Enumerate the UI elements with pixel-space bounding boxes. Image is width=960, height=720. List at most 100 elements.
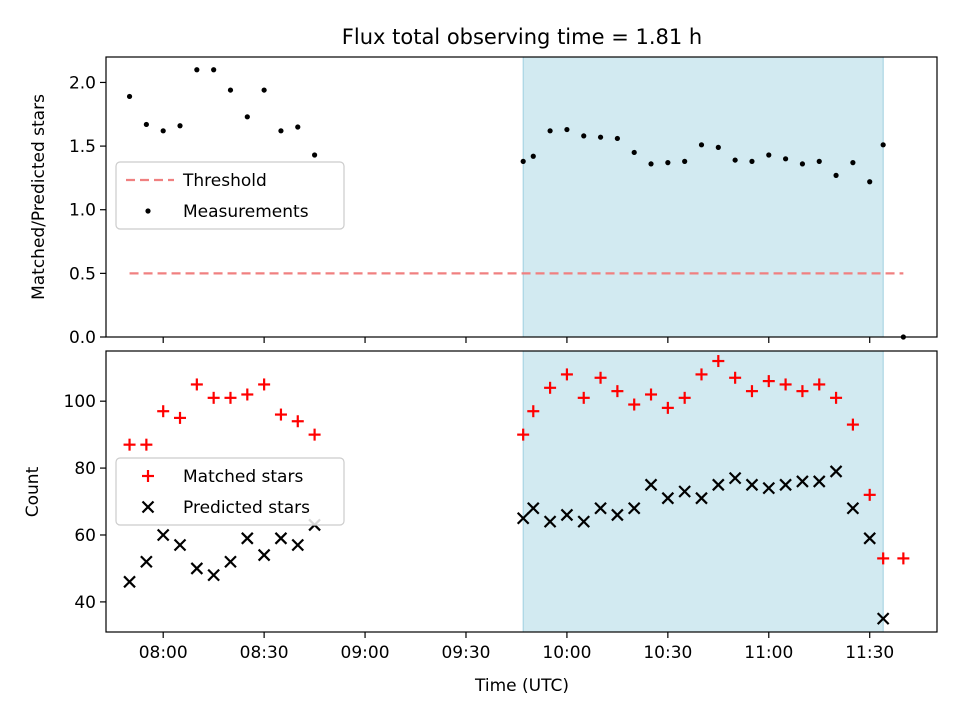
cross-stroke-b	[627, 501, 641, 515]
measurement-point	[766, 152, 772, 158]
matched-star-point	[517, 428, 530, 441]
bottom-x-tick-label: 10:00	[542, 643, 591, 663]
predicted-star-point	[207, 568, 220, 582]
predicted-star-point	[779, 478, 792, 492]
cross-stroke-b	[779, 478, 792, 492]
cross-stroke-b	[712, 478, 725, 492]
matched-star-point	[577, 391, 590, 404]
bottom-y-tick-label: 60	[74, 526, 96, 546]
bottom-legend: Matched stars Predicted stars	[115, 457, 345, 526]
matched-star-point	[846, 418, 859, 431]
measurement-point	[867, 179, 873, 185]
top-shaded-region	[522, 56, 884, 338]
matched-stars-points	[123, 355, 910, 565]
predicted-star-point	[812, 475, 826, 488]
matched-star-point	[594, 371, 607, 384]
cross-stroke-b	[241, 532, 254, 545]
measurement-point	[648, 161, 654, 167]
cross-stroke-b	[291, 538, 305, 552]
measurement-point	[547, 128, 553, 134]
cross-stroke-b	[577, 515, 591, 528]
bottom-x-tick-label: 11:00	[744, 643, 793, 663]
top-y-tick-label: 0.0	[69, 328, 96, 348]
matched-star-point	[813, 378, 826, 391]
measurement-point	[581, 133, 587, 139]
legend-x-glyph	[141, 500, 155, 514]
matched-star-point	[678, 391, 691, 404]
matched-star-point	[796, 385, 809, 398]
matched-star-point	[224, 391, 237, 404]
measurement-point	[698, 142, 705, 148]
matched-star-point	[560, 368, 573, 381]
matched-star-point	[241, 388, 254, 401]
matched-star-point	[190, 378, 203, 391]
measurement-point	[211, 67, 217, 73]
measurement-point	[160, 128, 166, 134]
cross-stroke-b	[526, 501, 540, 515]
bottom-x-tick-label: 09:30	[441, 643, 490, 663]
bottom-x-tick-label: 10:30	[643, 643, 692, 663]
cross-stroke-b	[123, 575, 136, 589]
cross-stroke-b	[695, 491, 708, 505]
cross-stroke-b	[745, 478, 759, 492]
cross-stroke-b	[560, 508, 574, 522]
matched-star-point	[174, 411, 187, 424]
predicted-star-point	[644, 478, 658, 492]
predicted-star-point	[577, 515, 591, 528]
legend-matched-label: Matched stars	[183, 467, 303, 487]
measurement-point	[597, 134, 604, 140]
matched-star-point	[527, 405, 540, 418]
chart-title: Flux total observing time = 1.81 h	[342, 25, 702, 49]
measurement-point	[564, 126, 570, 133]
matched-star-point	[877, 552, 890, 565]
predicted-star-point	[274, 532, 288, 545]
legend-matched-marker	[142, 470, 154, 482]
predicted-star-point	[190, 562, 204, 575]
predicted-star-point	[661, 491, 675, 505]
predicted-star-point	[594, 501, 607, 515]
bottom-plot-frame	[105, 350, 938, 633]
predicted-star-point	[123, 575, 136, 589]
predicted-star-point	[863, 532, 876, 545]
top-x-ticks	[162, 337, 871, 343]
top-y-tick-label: 0.5	[69, 264, 96, 284]
matched-star-point	[897, 552, 910, 565]
predicted-star-point	[846, 501, 860, 515]
measurement-point	[715, 144, 721, 150]
matched-star-point	[661, 401, 674, 414]
predicted-star-point	[611, 508, 624, 522]
cross-stroke-b	[829, 465, 843, 478]
matched-star-point	[745, 385, 758, 398]
cross-stroke-b	[661, 491, 675, 505]
predicted-star-point	[291, 538, 305, 552]
cross-stroke-b	[257, 548, 271, 562]
measurement-point	[833, 172, 839, 178]
measurement-point	[520, 158, 526, 164]
bottom-y-tick-label: 80	[74, 459, 96, 479]
legend-measurement-marker	[145, 208, 151, 214]
cross-stroke-b	[678, 485, 691, 498]
predicted-star-point	[526, 501, 540, 515]
cross-stroke-b	[140, 555, 153, 569]
predicted-star-point	[829, 465, 843, 478]
predicted-stars-points	[123, 465, 890, 625]
legend-predicted-marker	[141, 500, 155, 514]
predicted-star-point	[241, 532, 254, 545]
cross-stroke-b	[876, 612, 890, 625]
predicted-star-point	[728, 471, 742, 485]
bottom-x-tick-label: 08:30	[240, 643, 289, 663]
bottom-x-ticks: 08:00 08:30 09:00 09:30 10:00 10:30 11:00 11:30	[139, 632, 894, 663]
predicted-star-point	[627, 501, 641, 515]
measurement-point	[126, 93, 133, 100]
legend-threshold-label: Threshold	[182, 171, 267, 191]
measurement-point	[682, 158, 688, 164]
legend-measurements-label: Measurements	[183, 202, 309, 222]
cross-stroke-b	[156, 528, 170, 542]
measurement-point	[799, 161, 806, 167]
predicted-star-point	[224, 555, 237, 569]
matched-star-point	[729, 371, 742, 384]
predicted-star-point	[678, 485, 691, 498]
measurement-point	[177, 123, 183, 129]
bottom-y-tick-label: 100	[64, 392, 96, 412]
